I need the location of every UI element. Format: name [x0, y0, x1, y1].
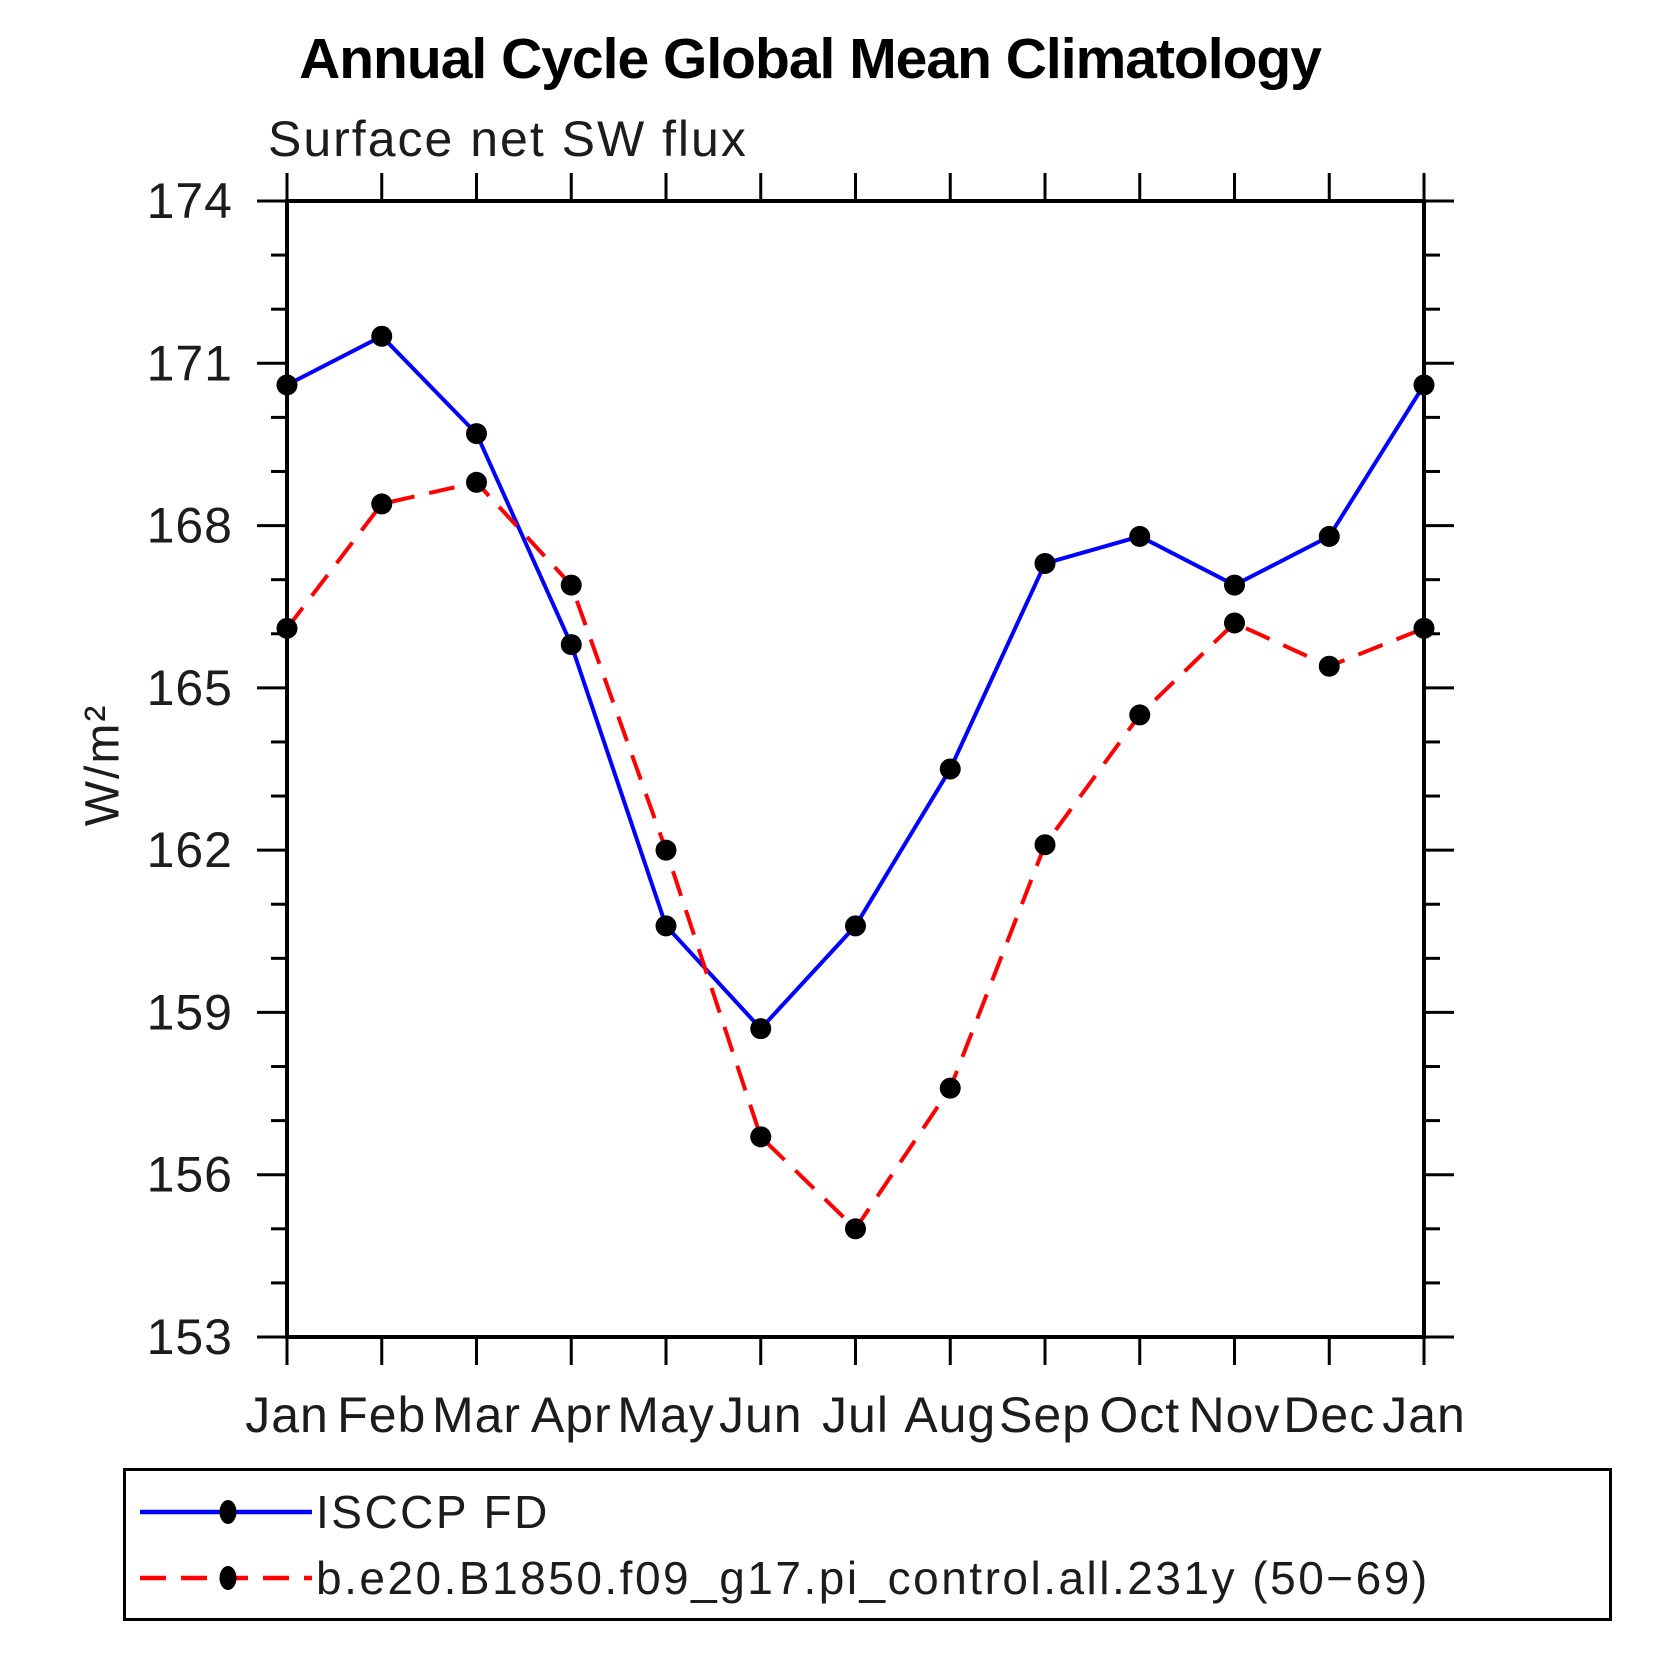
data-point-marker — [1318, 655, 1340, 677]
data-point-marker — [845, 1218, 866, 1240]
x-tick-label: Mar — [432, 1387, 521, 1443]
data-point-marker — [1034, 552, 1056, 574]
data-point-marker — [1413, 617, 1435, 639]
data-point-marker — [655, 839, 677, 861]
data-point-marker — [1034, 834, 1056, 856]
data-point-marker — [939, 1077, 961, 1099]
data-point-marker — [560, 634, 582, 656]
plot-frame — [285, 199, 1426, 1339]
data-point-marker — [560, 574, 582, 596]
x-tick-label: Jan — [245, 1387, 329, 1443]
y-tick-label: 171 — [147, 335, 233, 391]
y-tick-label: 168 — [147, 498, 233, 554]
legend-item-isccp: ISCCP FD — [140, 1486, 1609, 1538]
data-point-marker — [845, 915, 866, 937]
x-tick-label: Nov — [1189, 1387, 1281, 1443]
y-tick-label: 174 — [147, 173, 233, 229]
legend-label-model: b.e20.B1850.f09_g17.pi_control.all.231y … — [316, 1551, 1430, 1604]
legend-line-sample-isccp — [140, 1499, 312, 1524]
x-tick-label: Jul — [822, 1387, 889, 1443]
legend-item-model: b.e20.B1850.f09_g17.pi_control.all.231y … — [140, 1552, 1609, 1604]
series-line-1 — [285, 480, 1425, 1232]
x-tick-label: Feb — [337, 1387, 426, 1443]
legend-sample-marker — [219, 1499, 237, 1524]
data-point-marker — [371, 493, 393, 515]
x-tick-label: Apr — [531, 1387, 612, 1443]
chart-subtitle: Surface net SW flux — [268, 111, 748, 167]
data-point-marker — [276, 617, 298, 639]
chart-title: Annual Cycle Global Mean Climatology — [299, 27, 1322, 91]
x-tick-label: May — [617, 1387, 714, 1443]
legend-box: ISCCP FD b.e20.B1850.f09_g17.pi_control.… — [123, 1468, 1612, 1621]
data-point-marker — [750, 1126, 772, 1148]
data-point-marker — [655, 915, 677, 937]
x-tick-label: Aug — [904, 1387, 996, 1443]
y-tick-label: 159 — [147, 984, 233, 1040]
legend-sample-marker — [219, 1565, 237, 1590]
data-point-marker — [1129, 525, 1151, 547]
data-point-marker — [939, 758, 961, 780]
y-tick-label: 165 — [147, 660, 233, 716]
data-point-marker — [1413, 374, 1435, 396]
legend-label-isccp: ISCCP FD — [316, 1485, 550, 1538]
data-point-marker — [371, 325, 393, 347]
data-point-marker — [276, 374, 298, 396]
x-tick-label: Jun — [719, 1387, 803, 1443]
data-point-marker — [1318, 525, 1340, 547]
x-tick-label: Oct — [1099, 1387, 1180, 1443]
data-point-marker — [466, 471, 487, 493]
data-point-marker — [1224, 612, 1245, 634]
data-point-marker — [1224, 574, 1245, 596]
x-tick-label: Dec — [1283, 1387, 1375, 1443]
legend-line-sample-model — [140, 1565, 312, 1590]
y-tick-label: 162 — [147, 822, 233, 878]
x-tick-label: Sep — [999, 1387, 1091, 1443]
data-point-marker — [750, 1018, 772, 1040]
y-tick-label: 153 — [147, 1309, 233, 1365]
data-point-marker — [466, 423, 487, 445]
data-point-marker — [1129, 704, 1151, 726]
x-tick-label: Jan — [1382, 1387, 1466, 1443]
y-tick-label: 156 — [147, 1147, 233, 1203]
